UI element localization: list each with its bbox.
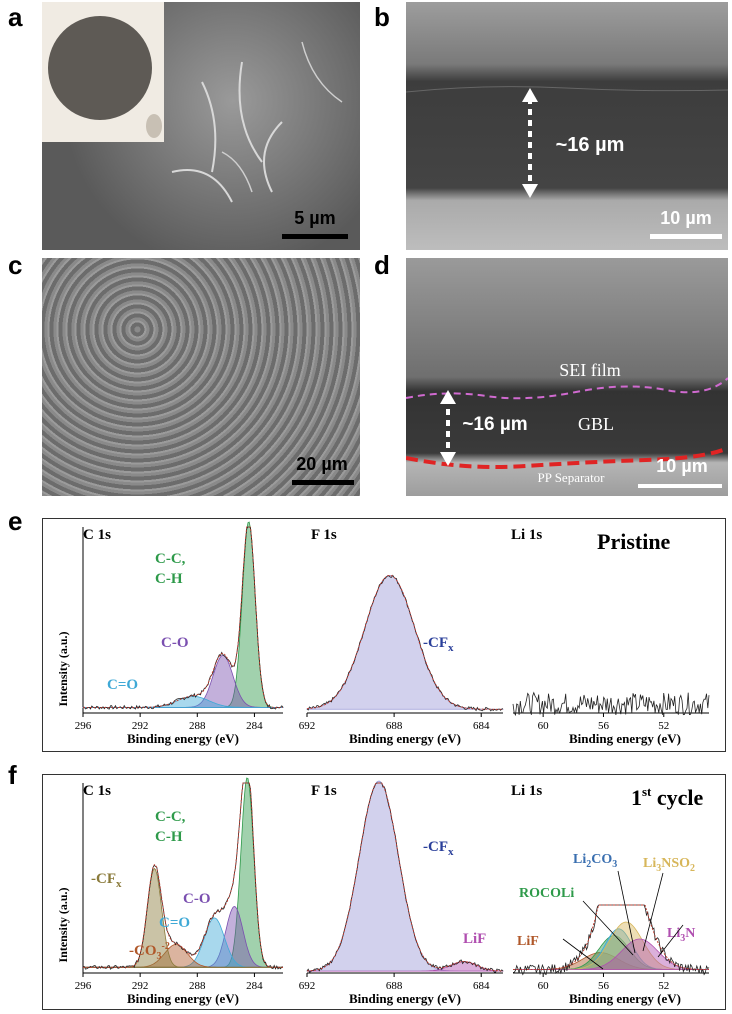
xps-chart-e: C 1s F 1s Li 1s Pristine Intensity (a.u.) Bin… (56, 521, 710, 746)
x-axis-label: Binding energy (eV) (349, 991, 461, 1006)
fit-envelope-line (306, 782, 503, 972)
c1s-title: C 1s (83, 527, 111, 543)
scale-label-a: 5 µm (294, 208, 336, 228)
fit-component-peak (306, 575, 504, 710)
panel-label-c: c (8, 250, 23, 280)
x-tick-label: 292 (132, 980, 149, 992)
peak-label-cfx-f: -CFx (423, 839, 454, 858)
fit-component-peak (83, 867, 283, 968)
panel-label-b: b (374, 2, 390, 32)
x-tick-label: 284 (246, 720, 263, 732)
x-tick-label: 296 (75, 720, 92, 732)
sem-image-a: 5 µm (42, 2, 360, 250)
x-axis-label: Binding energy (eV) (569, 991, 681, 1006)
peak-label-li3nso2: Li3NSO2 (643, 856, 695, 874)
panel-label-d: d (374, 250, 390, 280)
peak-label-co: C-O (183, 891, 211, 907)
label-leader-line (562, 938, 604, 970)
peak-label-li2co3: Li2CO3 (573, 852, 617, 870)
peak-label-cfx: -CFx (423, 635, 454, 654)
sem-image-d: SEI film GBL ~16 µm PP Separator 10 µm (406, 258, 728, 496)
peak-label-ch: C-H (155, 829, 183, 845)
panel-label-f: f (8, 760, 17, 790)
peak-label-ch: C-H (155, 571, 183, 587)
x-tick-label: 284 (246, 980, 263, 992)
x-tick-label: 56 (598, 720, 610, 732)
x-tick-label: 296 (75, 980, 92, 992)
x-tick-label: 288 (189, 720, 206, 732)
sei-film-label: SEI film (559, 360, 621, 380)
panel-label-e: e (8, 506, 23, 536)
scale-label-c: 20 µm (296, 454, 348, 474)
electrode-disc-photo (48, 16, 152, 120)
x-axis-label: Binding energy (eV) (349, 731, 461, 746)
xps-panel-f: C 1s F 1s Li 1s 1st cycle Intensity (a.u.) Bi… (42, 774, 726, 1010)
label-leader-line (657, 924, 684, 958)
x-tick-label: 692 (299, 980, 316, 992)
peak-label-lif-f: LiF (463, 931, 486, 947)
peak-label-cc: C-C, (155, 809, 186, 825)
sem-a-texture (42, 2, 348, 239)
x-tick-label: 292 (132, 720, 149, 732)
x-tick-label: 684 (473, 980, 490, 992)
x-tick-label: 52 (658, 720, 669, 732)
raw-spectrum-line (512, 691, 710, 717)
x-tick-label: 56 (598, 980, 610, 992)
x-tick-label: 52 (658, 980, 669, 992)
peak-label-cfx-c: -CFx (91, 871, 122, 890)
x-tick-label: 288 (189, 980, 206, 992)
peak-label-rocoli: ROCOLi (519, 886, 574, 901)
peak-label-lif-li: LiF (517, 934, 539, 949)
scale-label-b: 10 µm (660, 208, 712, 228)
scale-label-d: 10 µm (656, 456, 708, 476)
c1s-title: C 1s (83, 783, 111, 799)
separator-label: PP Separator (537, 470, 605, 485)
peak-label-li3n: Li3N (667, 926, 695, 944)
peak-label-cc: C-C, (155, 551, 186, 567)
f1s-title: F 1s (311, 783, 337, 799)
y-axis-label: Intensity (a.u.) (56, 631, 70, 706)
x-tick-label: 60 (538, 720, 550, 732)
fit-envelope-line (513, 904, 709, 971)
x-axis-label: Binding energy (eV) (127, 731, 239, 746)
thickness-label-d: ~16 µm (462, 414, 528, 435)
fit-envelope-line (306, 574, 503, 710)
fit-envelope-line (83, 526, 283, 708)
x-axis-label: Binding energy (eV) (127, 991, 239, 1006)
xps-panel-e: C 1s F 1s Li 1s Pristine Intensity (a.u.) Bin… (42, 518, 726, 752)
peak-label-c-double-o: C=O (107, 677, 138, 693)
raw-spectrum-line (82, 782, 284, 970)
peak-label-co: C-O (161, 635, 189, 651)
x-tick-label: 688 (386, 720, 403, 732)
f1s-title: F 1s (311, 527, 337, 543)
label-leader-line (642, 872, 664, 952)
x-axis-label: Binding energy (eV) (569, 731, 681, 746)
state-label-pristine: Pristine (597, 529, 671, 554)
y-axis-label: Intensity (a.u.) (56, 887, 70, 962)
x-tick-label: 692 (299, 720, 316, 732)
li1s-title: Li 1s (511, 783, 542, 799)
state-label-1st-cycle: 1st cycle (631, 784, 704, 810)
peak-label-c-double-o: C=O (159, 915, 190, 931)
x-tick-label: 60 (538, 980, 550, 992)
thickness-label-b: ~16 µm (555, 134, 625, 156)
panel-label-a: a (8, 2, 23, 32)
sem-image-b: ~16 µm 10 µm (406, 2, 728, 250)
separator-boundary-line (406, 446, 728, 469)
label-leader-line (582, 900, 634, 956)
gbl-label: GBL (578, 414, 614, 434)
fit-envelope-line (83, 782, 283, 968)
sei-boundary-line (406, 377, 728, 400)
x-tick-label: 688 (386, 980, 403, 992)
sem-image-c: 20 µm (42, 258, 360, 496)
label-leader-line (617, 870, 636, 954)
xps-chart-f: C 1s F 1s Li 1s 1st cycle Intensity (a.u.) Bi… (56, 777, 710, 1006)
li1s-title: Li 1s (511, 527, 542, 543)
x-tick-label: 684 (473, 720, 490, 732)
